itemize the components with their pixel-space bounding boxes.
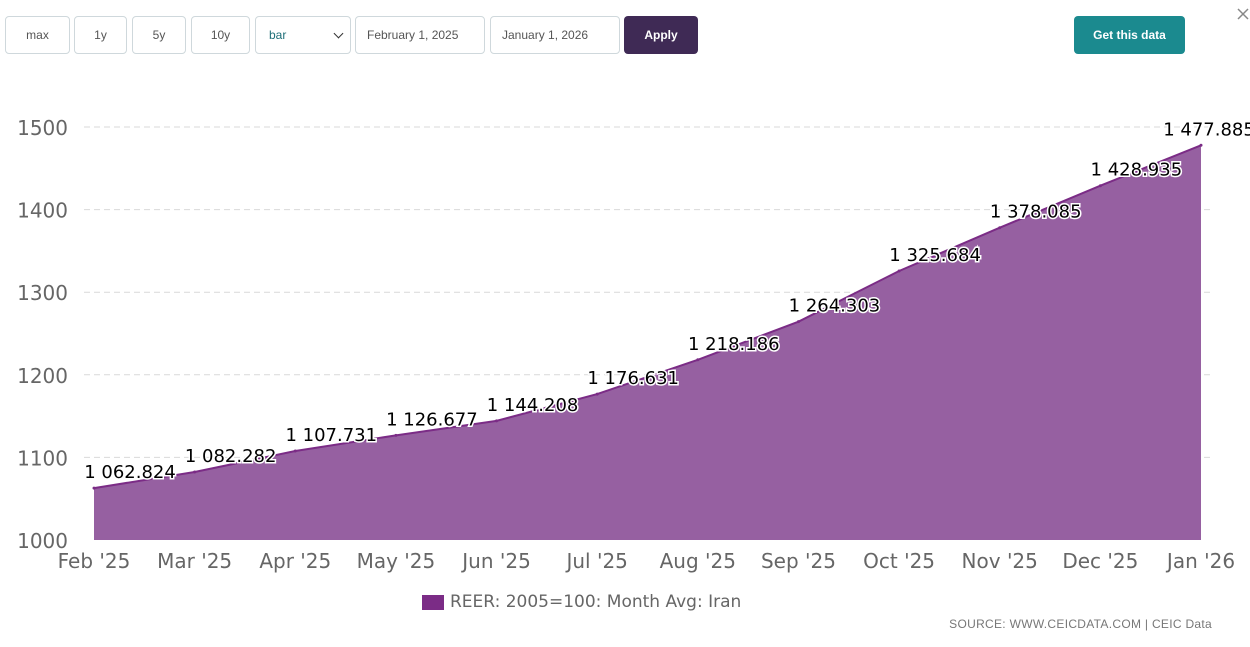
data-label: 1 218.186: [688, 334, 780, 355]
x-tick-label: Jul '25: [564, 549, 627, 573]
data-label: 1 176.631: [587, 368, 679, 389]
chart-type-value: bar: [269, 28, 287, 42]
data-label: 1 264.303: [789, 296, 881, 317]
data-point[interactable]: [897, 269, 901, 273]
y-axis: 1000 1100 1200 1300 1400 1500: [17, 116, 68, 553]
toolbar: max 1y 5y 10y bar February 1, 2025 Janua…: [0, 0, 1250, 60]
source-credit: SOURCE: WWW.CEICDATA.COM | CEIC Data: [949, 617, 1212, 631]
range-10y-button[interactable]: 10y: [191, 16, 250, 54]
chevron-down-icon: [333, 28, 344, 39]
x-tick-label: Sep '25: [761, 549, 836, 573]
range-1y-button[interactable]: 1y: [74, 16, 127, 54]
data-label: 1 477.885: [1163, 119, 1250, 140]
chart: 1000 1100 1200 1300 1400 1500 Feb '25 Mar '25 A…: [17, 116, 1250, 573]
x-tick-label: Jun '25: [460, 549, 531, 573]
end-date-input[interactable]: January 1, 2026: [490, 16, 620, 54]
y-tick-label: 1300: [17, 281, 68, 305]
data-point[interactable]: [796, 320, 800, 324]
get-this-data-button[interactable]: Get this data: [1074, 16, 1185, 54]
x-tick-label: Dec '25: [1062, 549, 1138, 573]
data-point[interactable]: [495, 419, 499, 423]
data-label: 1 107.731: [285, 425, 377, 446]
data-point[interactable]: [92, 486, 96, 490]
series-area: [92, 143, 1203, 540]
data-point[interactable]: [998, 226, 1002, 230]
x-axis: Feb '25 Mar '25 Apr '25 May '25 Jun '25 Jul '…: [58, 549, 1235, 573]
data-point[interactable]: [1098, 184, 1102, 188]
data-point[interactable]: [394, 433, 398, 437]
data-label: 1 325.684: [889, 245, 981, 266]
x-tick-label: Mar '25: [157, 549, 232, 573]
data-labels: 1 062.824 1 082.282 1 107.731 1 126.677 1 14…: [83, 118, 1250, 485]
x-tick-label: May '25: [357, 549, 436, 573]
x-tick-label: Jan '26: [1165, 549, 1235, 573]
data-point[interactable]: [696, 358, 700, 362]
legend[interactable]: REER: 2005=100: Month Avg: Iran: [422, 592, 741, 612]
apply-button[interactable]: Apply: [624, 16, 698, 54]
data-point[interactable]: [595, 392, 599, 396]
data-point[interactable]: [293, 449, 297, 453]
y-tick-label: 1500: [17, 116, 68, 140]
y-tick-label: 1000: [17, 529, 68, 553]
y-tick-label: 1100: [17, 446, 68, 470]
data-point[interactable]: [193, 470, 197, 474]
data-label: 1 062.824: [84, 462, 176, 483]
x-tick-label: Nov '25: [962, 549, 1038, 573]
series-line: [93, 144, 1202, 490]
range-5y-button[interactable]: 5y: [132, 16, 186, 54]
data-label: 1 144.208: [487, 395, 579, 416]
data-label: 1 082.282: [185, 446, 277, 467]
data-label: 1 428.935: [1091, 160, 1183, 181]
legend-swatch: [422, 594, 444, 610]
start-date-input[interactable]: February 1, 2025: [355, 16, 485, 54]
chart-type-select[interactable]: bar: [255, 16, 351, 54]
x-tick-label: Apr '25: [259, 549, 331, 573]
range-max-button[interactable]: max: [5, 16, 70, 54]
y-tick-label: 1400: [17, 199, 68, 223]
close-icon[interactable]: [1235, 6, 1250, 22]
data-label: 1 126.677: [386, 409, 478, 430]
area-fill: [94, 145, 1201, 540]
data-point[interactable]: [1199, 143, 1203, 147]
legend-label: REER: 2005=100: Month Avg: Iran: [450, 592, 742, 612]
y-tick-label: 1200: [17, 364, 68, 388]
x-tick-label: Feb '25: [58, 549, 131, 573]
x-tick-label: Aug '25: [660, 549, 736, 573]
data-label: 1 378.085: [990, 202, 1082, 223]
x-tick-label: Oct '25: [863, 549, 935, 573]
